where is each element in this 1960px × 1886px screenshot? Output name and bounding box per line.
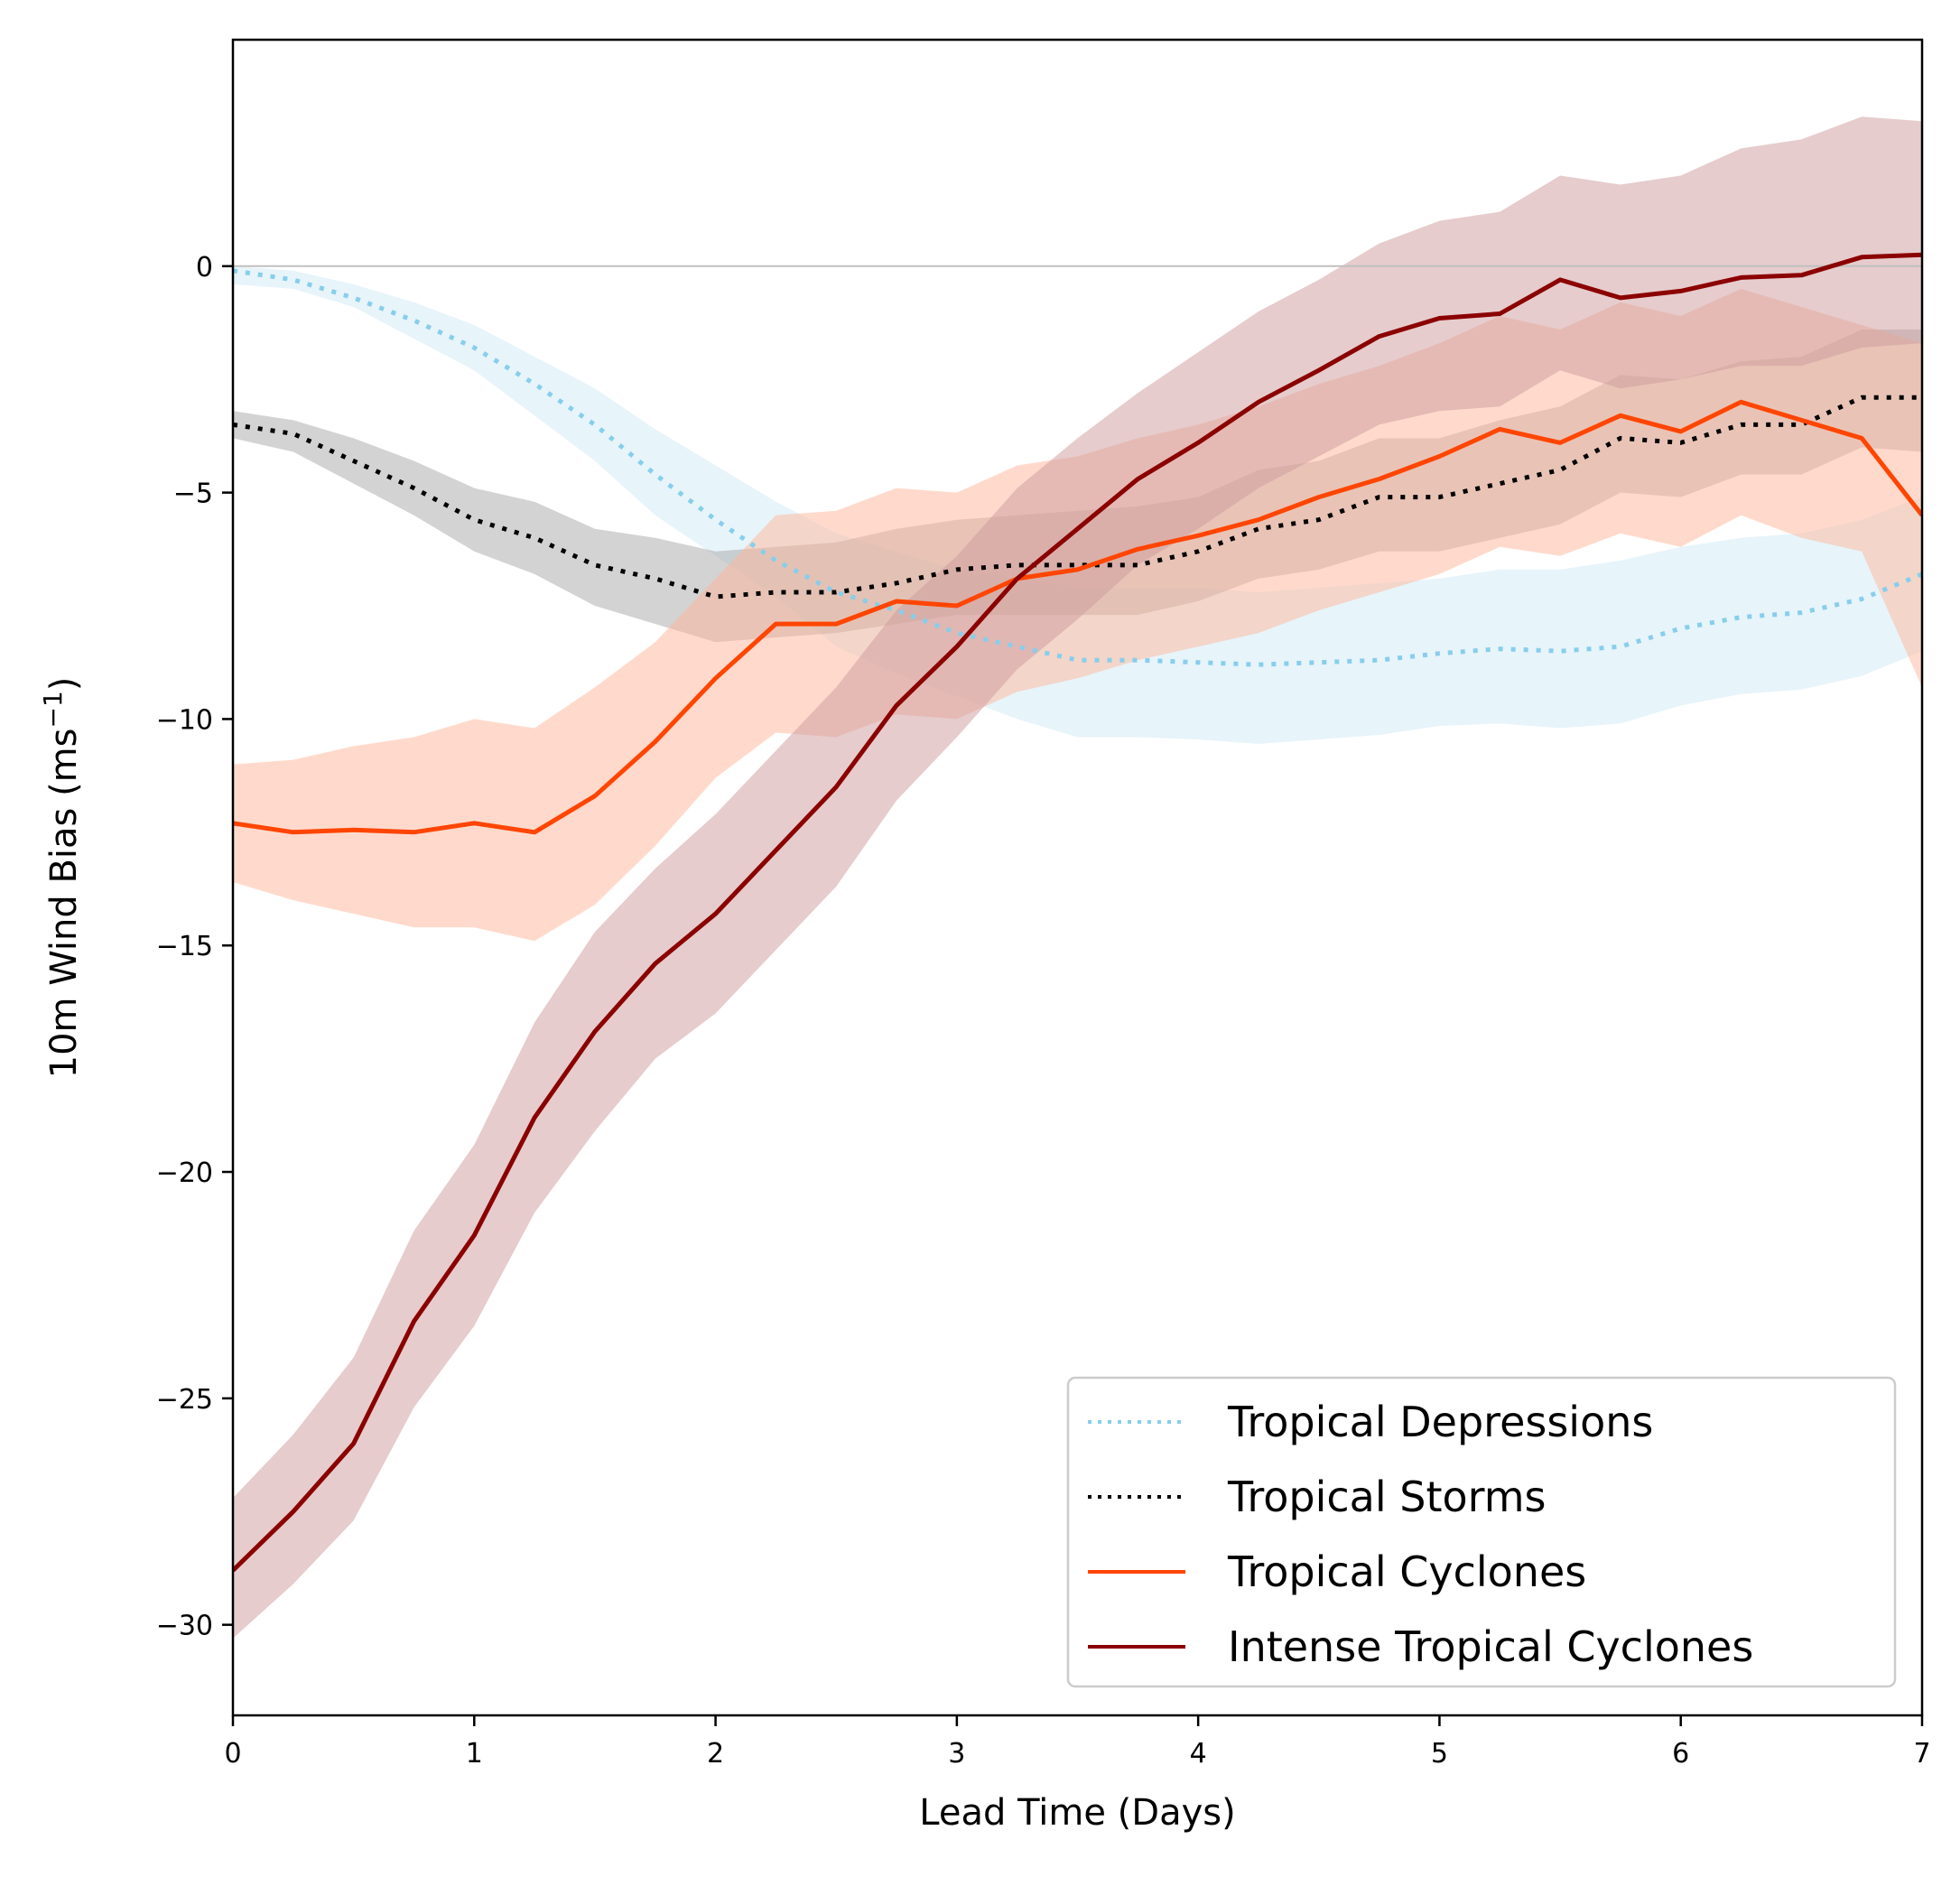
legend-label-tropical-depressions: Tropical Depressions: [1227, 1398, 1653, 1446]
x-tick-label: 4: [1190, 1738, 1207, 1770]
legend-label-tropical-storms: Tropical Storms: [1227, 1473, 1547, 1521]
legend-label-intense-tropical-cyclones: Intense Tropical Cyclones: [1228, 1622, 1753, 1671]
x-tick-label: 5: [1431, 1738, 1448, 1770]
plot-frame: [231, 38, 1924, 1717]
y-axis-label-main: 10m Wind Bias (ms: [43, 729, 85, 1079]
legend-label-tropical-cyclones: Tropical Cyclones: [1227, 1547, 1586, 1596]
x-tick-label: 3: [948, 1738, 965, 1770]
band-intense-tropical-cyclones: [233, 116, 1922, 1639]
x-tick-label: 6: [1672, 1738, 1689, 1770]
x-axis-ticks: 0 1 2 3 4 5 6 7: [224, 1715, 1931, 1770]
x-axis-label: Lead Time (Days): [919, 1792, 1235, 1834]
line-tropical-cyclones: [233, 399, 1922, 835]
y-axis-label: 10m Wind Bias (ms−1): [38, 677, 85, 1079]
legend-items: Tropical Depressions Tropical Storms Tropi…: [1088, 1398, 1753, 1671]
line-tropical-storms: [233, 395, 1922, 599]
series-lines: [233, 252, 1922, 1573]
x-tick-label: 0: [224, 1738, 241, 1770]
y-tick-label: −10: [156, 704, 213, 736]
line-tropical-depressions: [233, 268, 1922, 667]
x-tick-label: 7: [1913, 1738, 1930, 1770]
y-tick-label: −30: [156, 1611, 213, 1642]
x-tick-label: 1: [466, 1738, 483, 1770]
y-tick-label: −5: [173, 478, 213, 510]
y-axis-label-suffix: ): [43, 677, 85, 692]
y-tick-label: −25: [156, 1384, 213, 1416]
x-tick-label: 2: [707, 1738, 724, 1770]
line-intense-tropical-cyclones: [233, 252, 1922, 1573]
y-axis-label-superscript: −1: [38, 691, 68, 728]
confidence-bands: [233, 116, 1922, 1639]
band-tropical-depressions: [233, 265, 1922, 744]
y-tick-label: −15: [156, 931, 213, 962]
legend: Tropical Depressions Tropical Storms Tropi…: [1066, 1376, 1897, 1688]
y-tick-label: −20: [156, 1157, 213, 1189]
band-tropical-storms: [233, 330, 1922, 643]
y-tick-label: 0: [196, 252, 213, 283]
legend-box: [1066, 1376, 1897, 1688]
y-axis-ticks: 0 −5 −10 −15 −20 −25 −30: [156, 252, 233, 1642]
